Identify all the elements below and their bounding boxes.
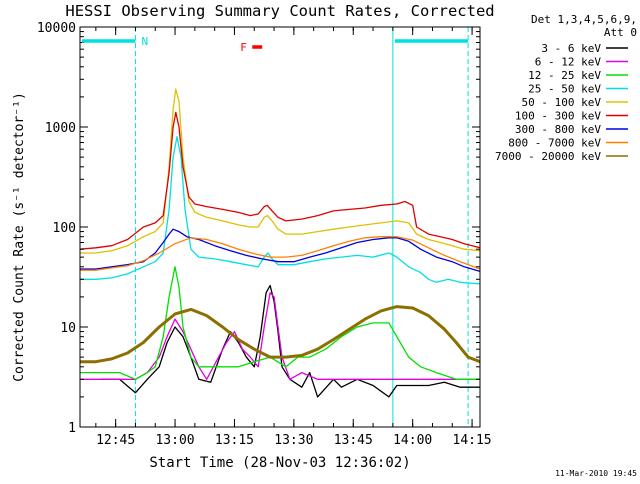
series-line-4 — [80, 136, 481, 285]
x-tick-label: 14:15 — [453, 433, 492, 448]
legend-label: 3 - 6 keV — [541, 42, 601, 55]
flare-label: F — [240, 41, 247, 54]
y-tick-label: 10 — [60, 321, 76, 336]
x-tick-label: 13:00 — [155, 433, 194, 448]
legend-label: 50 - 100 keV — [522, 96, 602, 109]
y-axis-label: Corrected Count Rate (s⁻¹ detector⁻¹) — [12, 92, 27, 382]
date-stamp: 11-Mar-2010 19:45 — [555, 469, 637, 478]
y-tick-label: 100 — [53, 221, 76, 236]
x-tick-label: 13:15 — [215, 433, 254, 448]
x-tick-label: 12:45 — [96, 433, 135, 448]
series-line-8 — [80, 236, 481, 271]
series-line-1 — [99, 284, 480, 398]
legend-label: 300 - 800 keV — [515, 123, 601, 136]
series-line-5 — [80, 88, 481, 254]
axis-ticks: 12:45 13:00 13:15 13:30 13:45 14:00 14:15 1 10 10… — [37, 21, 492, 448]
y-tick-label: 1000 — [45, 121, 76, 136]
plot-series — [79, 88, 481, 398]
series-line-6 — [79, 111, 481, 250]
y-tick-label: 10000 — [37, 21, 76, 36]
legend-label: 12 - 25 keV — [528, 69, 601, 82]
x-tick-label: 14:00 — [393, 433, 432, 448]
series-line-7 — [80, 228, 481, 273]
legend-label: 6 - 12 keV — [535, 56, 602, 69]
x-tick-label: 13:30 — [274, 433, 313, 448]
legend-header-line-2: Att 0 — [604, 26, 637, 39]
x-axis-label: Start Time (28-Nov-03 12:36:02) — [149, 455, 410, 471]
night-label: N — [141, 35, 148, 48]
chart-title: HESSI Observing Summary Count Rates, Cor… — [65, 2, 494, 20]
series-line-3 — [80, 266, 480, 380]
legend-label: 25 - 50 keV — [528, 83, 601, 96]
legend-label: 7000 - 20000 keV — [495, 150, 601, 163]
legend-label: 100 - 300 keV — [515, 110, 601, 123]
x-tick-label: 13:45 — [334, 433, 373, 448]
series-line-9 — [80, 305, 481, 364]
y-tick-label: 1 — [68, 421, 76, 436]
legend-label: 800 - 7000 keV — [508, 137, 601, 150]
legend-header-line-1: Det 1,3,4,5,6,9, — [531, 13, 637, 26]
